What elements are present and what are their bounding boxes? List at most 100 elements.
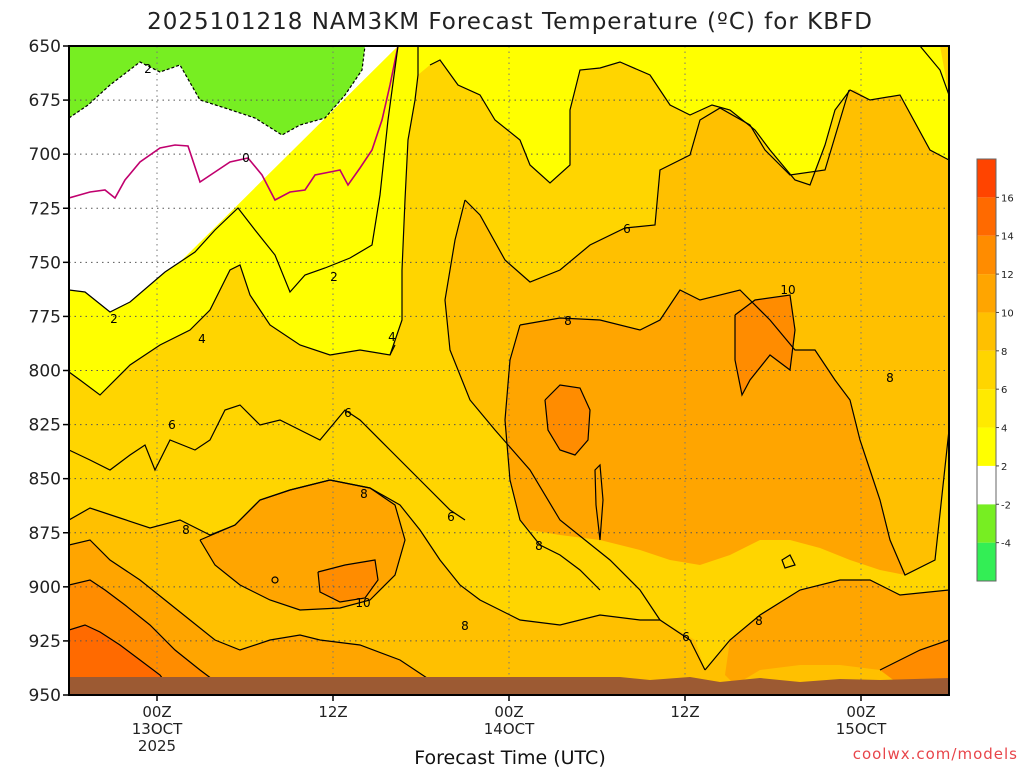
contour-label: 8 bbox=[360, 487, 368, 501]
contour-4 bbox=[69, 264, 396, 396]
colorbar-swatch bbox=[977, 274, 996, 313]
contour-12-left bbox=[69, 624, 176, 695]
contour-2b bbox=[389, 46, 419, 356]
fill-yellow-left bbox=[69, 46, 418, 395]
colorbar-tick-label: -4 bbox=[1001, 539, 1011, 550]
contour-label: 2 bbox=[330, 270, 338, 284]
fill-orange-8-10-center bbox=[505, 290, 905, 575]
y-tick-label: 950 bbox=[29, 686, 61, 706]
chart-title: 2025101218 NAM3KM Forecast Temperature (… bbox=[147, 9, 873, 35]
contour-8-right bbox=[704, 579, 949, 671]
contour-label: 0 bbox=[242, 151, 250, 165]
contour-label: 6 bbox=[447, 510, 455, 524]
contour-label: 4 bbox=[198, 332, 206, 346]
x-tick-label: 00Z bbox=[142, 703, 171, 721]
colorbar-swatch bbox=[977, 389, 996, 428]
y-tick-label: 700 bbox=[29, 145, 61, 165]
colorbar-swatch bbox=[977, 235, 996, 275]
contour-loop-small-1 bbox=[594, 463, 604, 541]
contour-6-big bbox=[464, 89, 850, 283]
contour-4-topright bbox=[919, 46, 949, 96]
contour-label: 4 bbox=[388, 330, 396, 344]
contour-10-right bbox=[734, 294, 796, 397]
x-tick-label: 12Z bbox=[318, 703, 347, 721]
colorbar-swatch bbox=[977, 465, 996, 505]
colorbar-tick-label: 6 bbox=[1001, 385, 1007, 396]
contour-minus2 bbox=[69, 46, 366, 136]
colorbar-tick-label: 4 bbox=[1001, 424, 1007, 435]
contour-labels: 2 0 2 2 4 4 6 6 6 8 6 8 8 8 10 10 8 6 8 … bbox=[110, 62, 894, 644]
y-tick-label: 925 bbox=[29, 632, 61, 652]
x-tick-label: 00Z bbox=[494, 703, 523, 721]
fill-orange-10-12-bottomright bbox=[880, 640, 949, 685]
y-tick-label: 800 bbox=[29, 362, 61, 382]
fill-orange-8-10-bottomright bbox=[725, 580, 949, 685]
y-tick-label: 750 bbox=[29, 253, 61, 273]
colorbar-swatch bbox=[977, 312, 996, 351]
colorbar-tick-label: 10 bbox=[1001, 308, 1014, 319]
colorbar: 16 14 12 10 8 6 4 2 -2 -4 bbox=[976, 158, 1014, 582]
fill-orange-10-12-right bbox=[735, 295, 795, 395]
fill-lightorange-left bbox=[69, 60, 850, 625]
contour-loop-small-3 bbox=[781, 554, 796, 569]
x-tick-label: 00Z bbox=[846, 703, 875, 721]
x-tick-label: 14OCT bbox=[484, 720, 535, 738]
contour-label: 6 bbox=[682, 630, 690, 644]
fill-green-region bbox=[69, 46, 365, 135]
contour-8-left bbox=[69, 539, 461, 695]
y-tick-label: 825 bbox=[29, 416, 61, 436]
colorbar-swatch bbox=[977, 350, 996, 390]
contour-label: 6 bbox=[168, 418, 176, 432]
y-tick-label: 850 bbox=[29, 470, 61, 490]
y-tick-label: 875 bbox=[29, 524, 61, 544]
colorbar-swatch bbox=[977, 504, 996, 543]
colorbar-swatch bbox=[977, 542, 996, 581]
credit-text: coolwx.com/models bbox=[853, 745, 1018, 763]
contour-lines bbox=[69, 46, 949, 695]
contour-label: 10 bbox=[780, 283, 795, 297]
contour-6-inner bbox=[444, 199, 661, 621]
y-tick-label: 675 bbox=[29, 91, 61, 111]
contour-6-mid bbox=[69, 404, 466, 521]
y-tick-label: 725 bbox=[29, 199, 61, 219]
x-tick-label: 12Z bbox=[670, 703, 699, 721]
colorbar-tick-label: 12 bbox=[1001, 270, 1014, 281]
y-tick-label: 900 bbox=[29, 578, 61, 598]
contour-label: 2 bbox=[144, 62, 152, 76]
y-tick-label: 775 bbox=[29, 307, 61, 327]
contour-6-left bbox=[69, 479, 706, 671]
contour-4-top bbox=[429, 59, 949, 186]
contour-8-center-bottom bbox=[504, 324, 601, 591]
contour-10-center bbox=[544, 384, 591, 456]
x-tick-label: 2025 bbox=[138, 737, 176, 755]
contour-label: 8 bbox=[182, 523, 190, 537]
contour-2 bbox=[69, 46, 399, 313]
contour-label: 8 bbox=[886, 371, 894, 385]
contour-zero bbox=[69, 46, 399, 202]
ground-band bbox=[69, 677, 949, 695]
colorbar-tick-label: 2 bbox=[1001, 462, 1007, 473]
colorbar-tick-label: 8 bbox=[1001, 347, 1007, 358]
y-axis: 650 675 700 725 750 775 800 825 850 875 900 925 950 bbox=[29, 37, 69, 706]
contour-8-center bbox=[519, 289, 949, 576]
contour-10-small bbox=[317, 559, 379, 603]
colorbar-tick-label: 14 bbox=[1001, 232, 1014, 243]
y-tick-label: 650 bbox=[29, 37, 61, 57]
x-axis-label: Forecast Time (UTC) bbox=[414, 747, 605, 768]
contour-label: 6 bbox=[344, 406, 352, 420]
contour-label: 8 bbox=[461, 619, 469, 633]
contour-label: 2 bbox=[110, 312, 118, 326]
x-tick-label: 15OCT bbox=[836, 720, 887, 738]
colorbar-swatch bbox=[977, 159, 996, 198]
contour-10-bottomright bbox=[879, 639, 949, 671]
colorbar-swatch bbox=[977, 197, 996, 236]
colorbar-tick-label: 16 bbox=[1001, 193, 1014, 204]
contour-label: 6 bbox=[623, 222, 631, 236]
contour-8-mid bbox=[199, 479, 406, 611]
contour-label: 8 bbox=[755, 614, 763, 628]
colorbar-frame bbox=[976, 158, 997, 582]
contour-label: 8 bbox=[535, 539, 543, 553]
colorbar-tick-label: -2 bbox=[1001, 500, 1011, 511]
